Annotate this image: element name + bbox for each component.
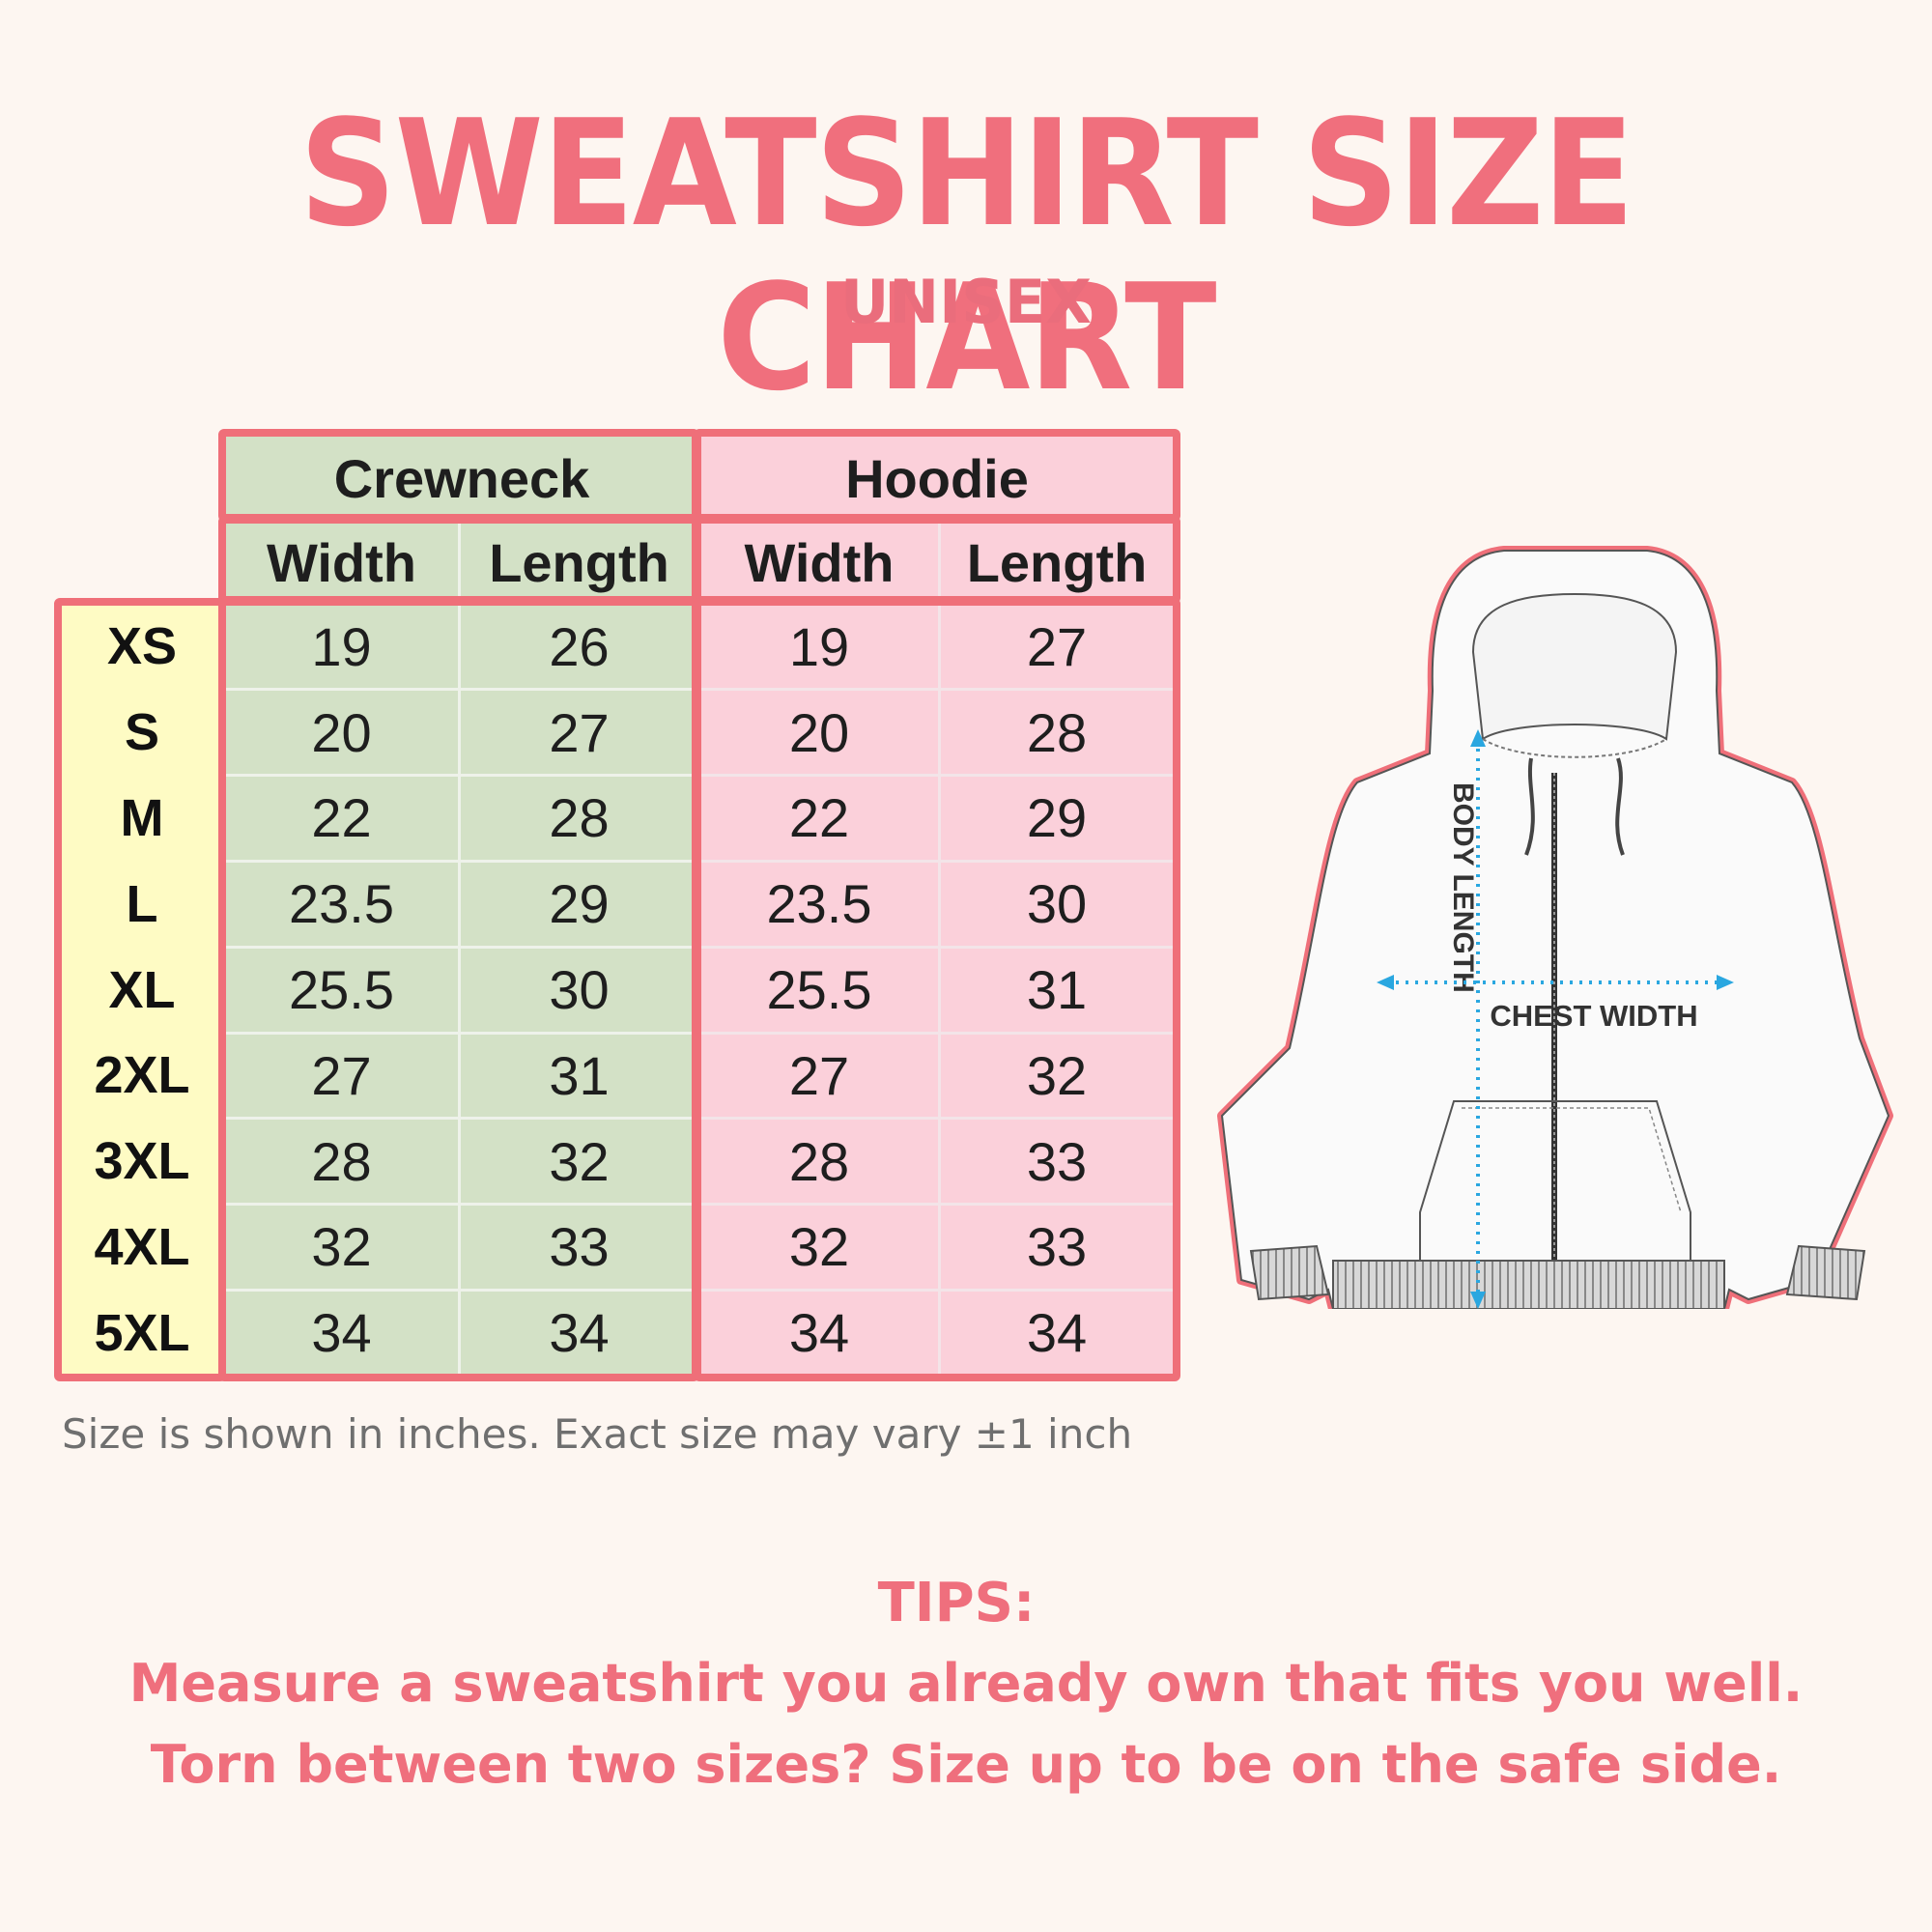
table-cell: 28: [699, 1118, 939, 1205]
table-cell: 29: [939, 775, 1175, 862]
table-cell: 22: [224, 775, 459, 862]
group-header-crewneck: Crewneck: [224, 435, 699, 522]
table-cell: 34: [224, 1290, 459, 1377]
table-cell: 25.5: [224, 947, 459, 1033]
tip-line-1: Measure a sweatshirt you already own tha…: [128, 1653, 1804, 1714]
table-cell: 30: [939, 861, 1175, 948]
size-note: Size is shown in inches. Exact size may …: [62, 1410, 1133, 1458]
table-cell: 28: [939, 689, 1175, 776]
row-divider: [224, 1117, 699, 1121]
table-cell: 29: [459, 861, 699, 948]
page-title: SWEATSHIRT SIZE CHART: [298, 88, 1634, 423]
table-cell: 20: [224, 689, 459, 776]
group-header-hoodie: Hoodie: [699, 435, 1175, 522]
table-cell: 31: [459, 1033, 699, 1119]
column-header-length: Length: [459, 522, 699, 604]
table-cell: 31: [939, 947, 1175, 1033]
row-divider: [699, 688, 1175, 692]
table-cell: 28: [459, 775, 699, 862]
row-divider: [224, 945, 699, 949]
tip-line-2: Torn between two sizes? Size up to be on…: [150, 1734, 1782, 1795]
table-cell: 27: [939, 604, 1175, 690]
row-divider: [699, 774, 1175, 778]
body-length-label: BODY LENGTH: [1447, 782, 1479, 993]
size-label: 4XL: [60, 1204, 224, 1291]
size-label: M: [60, 775, 224, 862]
row-divider: [224, 774, 699, 778]
table-cell: 33: [939, 1118, 1175, 1205]
column-divider: [937, 522, 941, 1377]
table-cell: 32: [224, 1204, 459, 1291]
row-divider: [224, 1031, 699, 1035]
column-header-width: Width: [699, 522, 939, 604]
hood-opening: [1471, 592, 1678, 741]
table-cell: 23.5: [224, 861, 459, 948]
table-cell: 27: [224, 1033, 459, 1119]
table-cell: 30: [459, 947, 699, 1033]
size-label: XS: [60, 604, 224, 690]
hoodie-illustration: BODY LENGTH CHEST WIDTH: [1217, 546, 1893, 1309]
cuff-right: [1785, 1244, 1866, 1301]
table-cell: 33: [939, 1204, 1175, 1291]
size-label: 2XL: [60, 1033, 224, 1119]
row-divider: [224, 1288, 699, 1292]
column-header-length: Length: [939, 522, 1175, 604]
table-cell: 26: [459, 604, 699, 690]
table-cell: 34: [699, 1290, 939, 1377]
drawstring-left: [1524, 757, 1535, 856]
size-label: S: [60, 689, 224, 776]
table-cell: 19: [699, 604, 939, 690]
column-divider: [457, 522, 461, 1377]
size-label: XL: [60, 947, 224, 1033]
size-label: L: [60, 861, 224, 948]
table-cell: 19: [224, 604, 459, 690]
row-divider: [699, 1203, 1175, 1207]
table-cell: 20: [699, 689, 939, 776]
row-divider: [699, 1117, 1175, 1121]
row-divider: [224, 859, 699, 863]
table-cell: 34: [939, 1290, 1175, 1377]
table-cell: 34: [459, 1290, 699, 1377]
row-divider: [699, 1031, 1175, 1035]
table-cell: 32: [939, 1033, 1175, 1119]
row-divider: [699, 945, 1175, 949]
row-divider: [224, 688, 699, 692]
table-cell: 32: [699, 1204, 939, 1291]
row-divider: [699, 859, 1175, 863]
table-cell: 23.5: [699, 861, 939, 948]
row-divider: [699, 1288, 1175, 1292]
cuff-left: [1249, 1244, 1330, 1301]
tips-title: TIPS:: [877, 1572, 1036, 1634]
table-cell: 22: [699, 775, 939, 862]
column-header-width: Width: [224, 522, 459, 604]
size-label: 5XL: [60, 1290, 224, 1377]
table-cell: 27: [699, 1033, 939, 1119]
row-divider: [224, 1203, 699, 1207]
size-label: 3XL: [60, 1118, 224, 1205]
waistband: [1332, 1260, 1725, 1309]
table-cell: 28: [224, 1118, 459, 1205]
table-cell: 33: [459, 1204, 699, 1291]
chest-width-label: CHEST WIDTH: [1490, 999, 1697, 1033]
table-cell: 25.5: [699, 947, 939, 1033]
table-cell: 27: [459, 689, 699, 776]
table-cell: 32: [459, 1118, 699, 1205]
drawstring-right: [1615, 757, 1625, 856]
page-subtitle: UNISEX: [839, 267, 1093, 337]
